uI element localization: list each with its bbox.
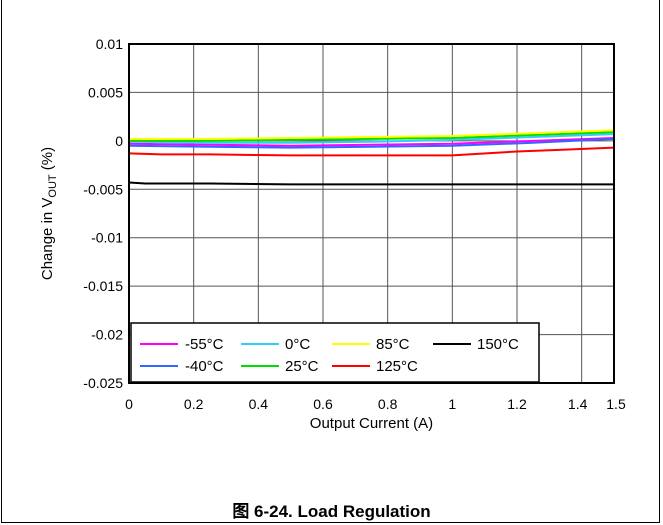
series-line	[128, 146, 615, 157]
x-tick-labels: 0 0.2 0.4 0.6 0.8 1 1.2 1.4 1.5	[125, 396, 626, 412]
x-tick-label: 0.4	[249, 396, 269, 412]
series-line	[128, 133, 615, 144]
series-layer	[128, 129, 615, 186]
figure-caption: 图 6-24. Load Regulation	[232, 502, 431, 521]
y-tick-label: -0.01	[91, 230, 123, 246]
y-tick-labels: 0.01 0.005 0 -0.005 -0.01 -0.015 -0.02 -0.025	[83, 36, 123, 391]
legend-label: 85°C	[376, 336, 410, 353]
legend-label: 125°C	[376, 358, 418, 375]
y-tick-label: -0.015	[83, 278, 123, 294]
y-axis-label-main: Change in V	[39, 198, 56, 281]
y-tick-label: 0.005	[88, 84, 123, 100]
y-tick-label: 0	[115, 133, 123, 149]
y-tick-label: 0.01	[96, 36, 123, 52]
legend: -55°C 0°C 85°C 150°C -40°C 25°C 125°C	[130, 322, 540, 383]
x-tick-label: 1.2	[507, 396, 527, 412]
x-axis-label: Output Current (A)	[310, 415, 433, 432]
x-tick-label: 0.2	[184, 396, 204, 412]
x-tick-label: 0	[125, 396, 133, 412]
x-tick-label: 1.5	[606, 396, 626, 412]
series-line	[129, 131, 615, 142]
y-tick-label: -0.025	[83, 375, 123, 391]
legend-label: 0°C	[285, 336, 310, 353]
y-tick-label: -0.005	[83, 181, 123, 197]
x-tick-label: 1.4	[568, 396, 588, 412]
legend-box	[130, 322, 540, 383]
x-tick-label: 1	[448, 396, 456, 412]
series-line	[128, 137, 615, 149]
y-axis-label-subscript: OUT	[47, 174, 59, 198]
x-tick-label: 0.6	[313, 396, 333, 412]
x-tick-label: 0.8	[378, 396, 398, 412]
series-line	[128, 137, 615, 147]
legend-label: 25°C	[285, 358, 319, 375]
plot-area-border	[128, 43, 615, 384]
y-axis-label-tail: (%)	[39, 147, 56, 175]
load-regulation-chart: 0.01 0.005 0 -0.005 -0.01 -0.015 -0.02 -0.025 0…	[39, 36, 626, 432]
legend-label: 150°C	[477, 336, 519, 353]
legend-label: -40°C	[185, 358, 224, 375]
legend-label: -55°C	[185, 336, 224, 353]
y-axis-label: Change in VOUT (%)	[39, 147, 59, 280]
y-tick-label: -0.02	[91, 327, 123, 343]
series-line	[129, 129, 615, 140]
series-line	[128, 181, 614, 186]
